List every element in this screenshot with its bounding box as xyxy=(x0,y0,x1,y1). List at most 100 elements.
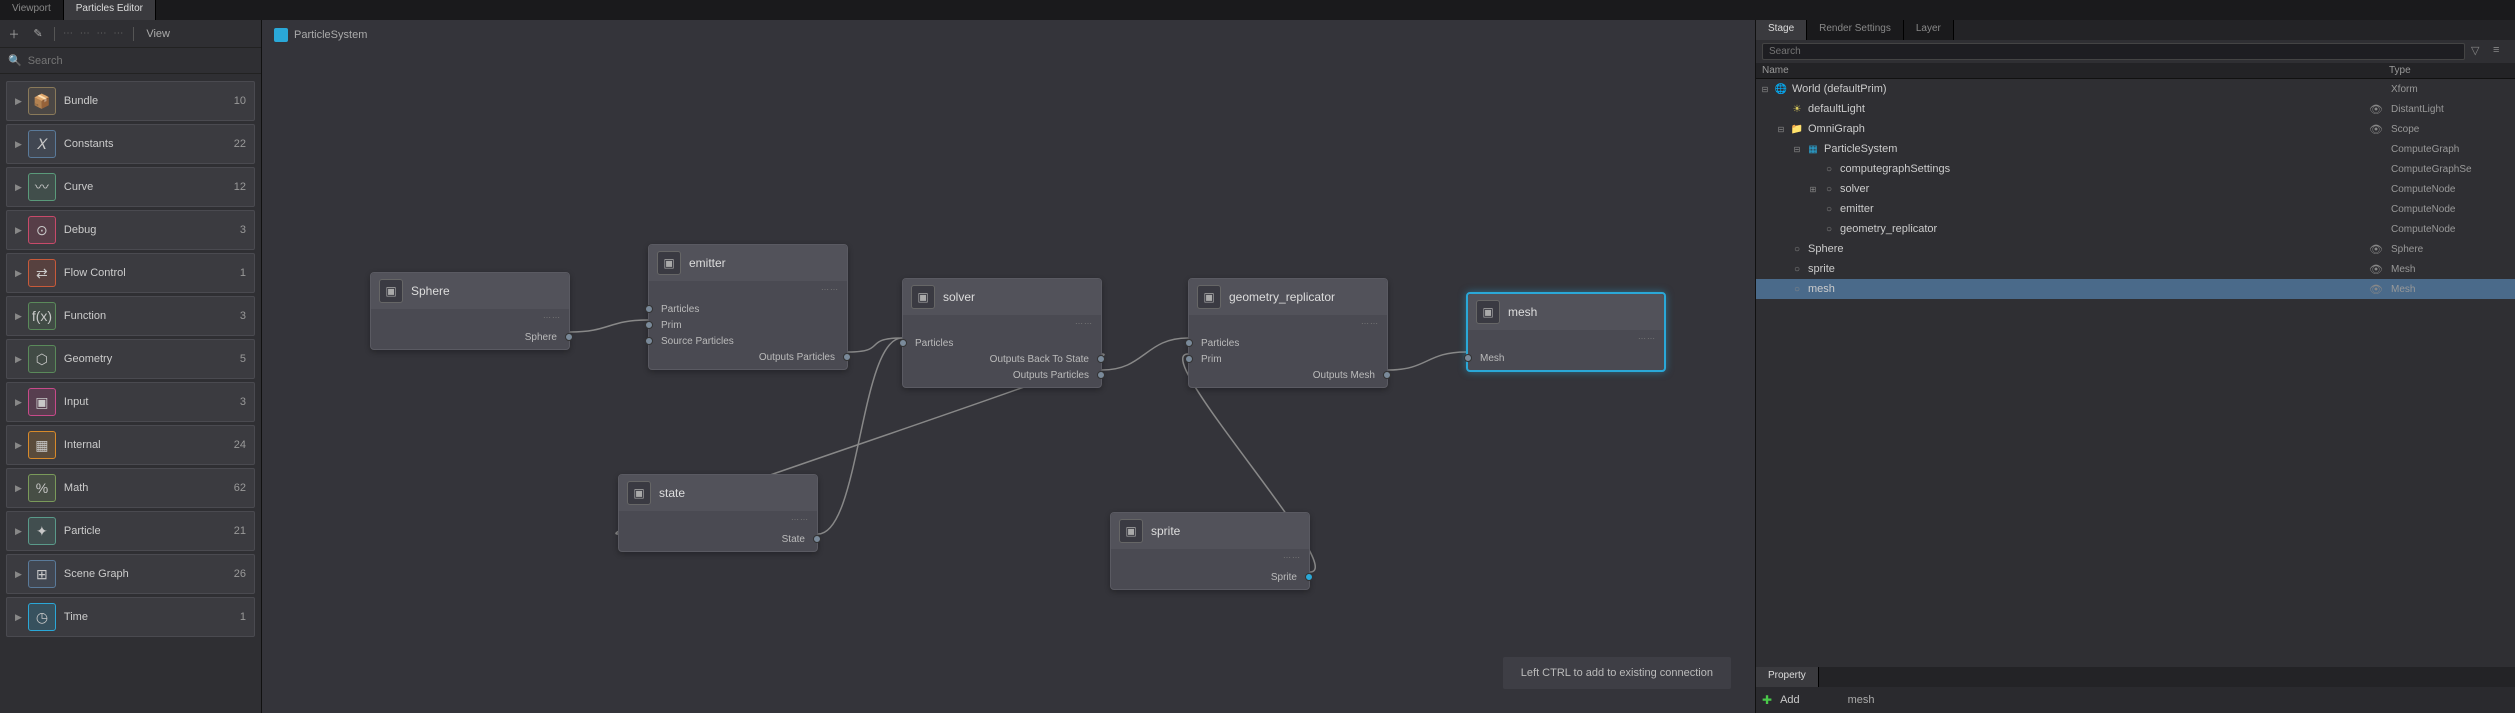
node-emitter[interactable]: ▣ emitter ⋯⋯ ParticlesPrimSource Particl… xyxy=(648,244,848,370)
options-icon[interactable]: ≡ xyxy=(2493,44,2509,60)
output-port[interactable]: Outputs Back To State xyxy=(903,351,1101,367)
node-mesh[interactable]: ▣ mesh ⋯⋯ Mesh xyxy=(1466,292,1666,372)
category-particle[interactable]: ▶ ✦ Particle 21 xyxy=(6,511,255,551)
output-port[interactable]: Sphere xyxy=(371,329,569,345)
output-port[interactable]: Outputs Mesh xyxy=(1189,367,1387,383)
category-count: 26 xyxy=(234,568,246,580)
edit-icon[interactable]: ✎ xyxy=(30,26,46,42)
stage-search-input[interactable] xyxy=(1762,43,2465,60)
expand-icon[interactable]: ⊞ xyxy=(1808,185,1818,194)
category-input[interactable]: ▶ ▣ Input 3 xyxy=(6,382,255,422)
node-title: mesh xyxy=(1508,305,1656,319)
view-menu[interactable]: View xyxy=(146,28,170,40)
expand-icon[interactable]: ⊟ xyxy=(1776,125,1786,134)
category-icon: 〰 xyxy=(28,173,56,201)
node-header[interactable]: ▣ mesh xyxy=(1468,294,1664,330)
category-function[interactable]: ▶ f(x) Function 3 xyxy=(6,296,255,336)
tab-viewport[interactable]: Viewport xyxy=(0,0,64,20)
tree-row[interactable]: ○ geometry_replicator ComputeNode xyxy=(1756,219,2515,239)
hint-box: Left CTRL to add to existing connection xyxy=(1503,657,1731,689)
add-property-icon[interactable]: ✚ xyxy=(1762,693,1772,707)
category-flow-control[interactable]: ▶ ⇄ Flow Control 1 xyxy=(6,253,255,293)
input-port[interactable]: Mesh xyxy=(1468,350,1664,366)
node-menu-icon[interactable]: ⋯⋯ xyxy=(1075,319,1093,328)
tree-row[interactable]: ⊞ ○ solver ComputeNode xyxy=(1756,179,2515,199)
tab-layer[interactable]: Layer xyxy=(1904,20,1954,40)
output-port[interactable]: State xyxy=(619,531,817,547)
output-port[interactable]: Outputs Particles xyxy=(649,349,847,365)
prim-type: Scope xyxy=(2391,124,2511,135)
output-port[interactable]: Outputs Particles xyxy=(903,367,1101,383)
input-port[interactable]: Prim xyxy=(649,317,847,333)
prim-label: geometry_replicator xyxy=(1840,223,2361,235)
category-math[interactable]: ▶ % Math 62 xyxy=(6,468,255,508)
node-solver[interactable]: ▣ solver ⋯⋯ ParticlesOutputs Back To Sta… xyxy=(902,278,1102,388)
node-menu-icon[interactable]: ⋯⋯ xyxy=(1283,553,1301,562)
tab-stage[interactable]: Stage xyxy=(1756,20,1807,40)
tree-row[interactable]: ☀ defaultLight 👁 DistantLight xyxy=(1756,99,2515,119)
output-port[interactable]: Sprite xyxy=(1111,569,1309,585)
graph-canvas[interactable]: ParticleSystem ▣ Sphere ⋯⋯ Sphere ▣ emit… xyxy=(262,20,1755,713)
input-port[interactable]: Particles xyxy=(1189,335,1387,351)
node-header[interactable]: ▣ sprite xyxy=(1111,513,1309,549)
tab-property[interactable]: Property xyxy=(1756,667,1819,687)
node-header[interactable]: ▣ Sphere xyxy=(371,273,569,309)
category-bundle[interactable]: ▶ 📦 Bundle 10 xyxy=(6,81,255,121)
node-geo[interactable]: ▣ geometry_replicator ⋯⋯ ParticlesPrimOu… xyxy=(1188,278,1388,388)
node-state[interactable]: ▣ state ⋯⋯ State xyxy=(618,474,818,552)
chevron-right-icon: ▶ xyxy=(15,139,22,150)
node-menu-icon[interactable]: ⋯⋯ xyxy=(1638,334,1656,343)
category-debug[interactable]: ▶ ⊙ Debug 3 xyxy=(6,210,255,250)
category-internal[interactable]: ▶ ▦ Internal 24 xyxy=(6,425,255,465)
tab-render-settings[interactable]: Render Settings xyxy=(1807,20,1904,40)
toolbar-dots[interactable]: ⋯ ⋯ ⋯ ⋯ xyxy=(63,28,125,39)
visibility-icon[interactable]: 👁 xyxy=(2361,103,2391,116)
node-sprite[interactable]: ▣ sprite ⋯⋯ Sprite xyxy=(1110,512,1310,590)
visibility-icon[interactable]: 👁 xyxy=(2361,243,2391,256)
node-header[interactable]: ▣ state xyxy=(619,475,817,511)
prim-icon: ○ xyxy=(1790,262,1804,276)
prim-icon: ○ xyxy=(1822,222,1836,236)
category-constants[interactable]: ▶ 𝑋 Constants 22 xyxy=(6,124,255,164)
input-port[interactable]: Particles xyxy=(903,335,1101,351)
tree-row[interactable]: ○ emitter ComputeNode xyxy=(1756,199,2515,219)
input-port[interactable]: Source Particles xyxy=(649,333,847,349)
category-curve[interactable]: ▶ 〰 Curve 12 xyxy=(6,167,255,207)
node-header[interactable]: ▣ solver xyxy=(903,279,1101,315)
tree-row[interactable]: ⊟ ▦ ParticleSystem ComputeGraph xyxy=(1756,139,2515,159)
category-time[interactable]: ▶ ◷ Time 1 xyxy=(6,597,255,637)
expand-icon[interactable]: ⊟ xyxy=(1760,85,1770,94)
breadcrumb[interactable]: ParticleSystem xyxy=(274,28,367,42)
node-sphere[interactable]: ▣ Sphere ⋯⋯ Sphere xyxy=(370,272,570,350)
tree-row[interactable]: ○ computegraphSettings ComputeGraphSe xyxy=(1756,159,2515,179)
tree-row[interactable]: ○ sprite 👁 Mesh xyxy=(1756,259,2515,279)
filter-icon[interactable]: ▽ xyxy=(2471,44,2487,60)
input-port[interactable]: Particles xyxy=(649,301,847,317)
category-scene-graph[interactable]: ▶ ⊞ Scene Graph 26 xyxy=(6,554,255,594)
add-icon[interactable]: ＋ xyxy=(6,26,22,42)
node-type-icon: ▣ xyxy=(627,481,651,505)
node-menu-icon[interactable]: ⋯⋯ xyxy=(1361,319,1379,328)
tree-row[interactable]: ○ Sphere 👁 Sphere xyxy=(1756,239,2515,259)
node-menu-icon[interactable]: ⋯⋯ xyxy=(543,313,561,322)
prim-label: emitter xyxy=(1840,203,2361,215)
category-geometry[interactable]: ▶ ⬡ Geometry 5 xyxy=(6,339,255,379)
node-menu-icon[interactable]: ⋯⋯ xyxy=(791,515,809,524)
visibility-icon[interactable]: 👁 xyxy=(2361,123,2391,136)
visibility-icon[interactable]: 👁 xyxy=(2361,263,2391,276)
prim-icon: ▦ xyxy=(1806,142,1820,156)
node-header[interactable]: ▣ emitter xyxy=(649,245,847,281)
node-header[interactable]: ▣ geometry_replicator xyxy=(1189,279,1387,315)
search-input[interactable] xyxy=(28,55,253,67)
input-port[interactable]: Prim xyxy=(1189,351,1387,367)
add-property-label[interactable]: Add xyxy=(1780,694,1800,706)
visibility-icon[interactable]: 👁 xyxy=(2361,283,2391,296)
tree-row[interactable]: ⊟ 📁 OmniGraph 👁 Scope xyxy=(1756,119,2515,139)
node-menu-icon[interactable]: ⋯⋯ xyxy=(821,285,839,294)
property-value: mesh xyxy=(1848,694,1875,706)
tree-row[interactable]: ⊟ 🌐 World (defaultPrim) Xform xyxy=(1756,79,2515,99)
expand-icon[interactable]: ⊟ xyxy=(1792,145,1802,154)
tree-row[interactable]: ○ mesh 👁 Mesh xyxy=(1756,279,2515,299)
prim-label: defaultLight xyxy=(1808,103,2361,115)
tab-particles-editor[interactable]: Particles Editor xyxy=(64,0,156,20)
